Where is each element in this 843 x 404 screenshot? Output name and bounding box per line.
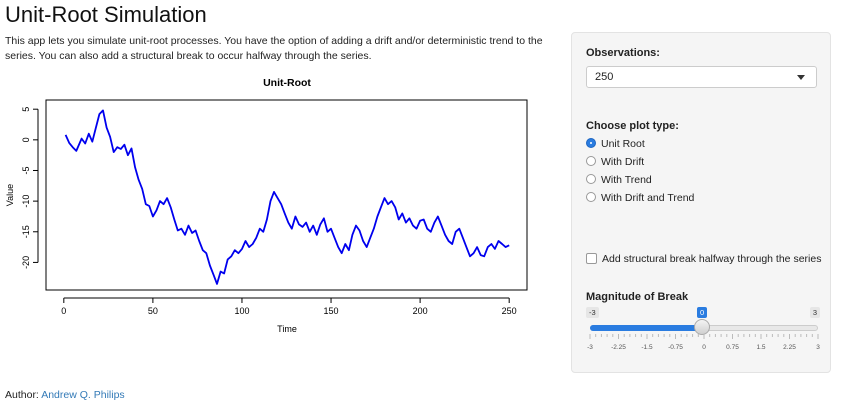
unit-root-plot: Unit-Root 0 50 100 150 200 250 5 0 -5 -10 -15 -20 … [0, 70, 560, 345]
author-label: Author: [5, 389, 39, 401]
slider-tick-label: -1.5 [641, 344, 653, 351]
plot-frame [45, 99, 528, 291]
radio-checked-icon[interactable] [586, 138, 596, 149]
radio-label: With Drift [601, 156, 645, 168]
slider-min-label: -3 [586, 307, 599, 318]
y-tick-label: -5 [21, 166, 31, 174]
slider-fill [590, 325, 702, 331]
plot-type-label: Choose plot type: [586, 120, 679, 132]
x-tick-label: 150 [324, 306, 339, 316]
radio-with-trend[interactable]: With Trend [586, 173, 652, 187]
slider-tick-label: -3 [587, 344, 593, 351]
chevron-down-icon [797, 75, 805, 80]
checkbox-icon[interactable] [586, 252, 597, 264]
observations-select[interactable]: 250 [586, 66, 817, 88]
slider-max-label: 3 [809, 307, 820, 318]
chart-title: Unit-Root [263, 77, 311, 89]
x-axis-label: Time [277, 324, 297, 334]
y-tick-label: -15 [21, 225, 31, 238]
page-title: Unit-Root Simulation [5, 2, 207, 27]
y-axis: 5 0 -5 -10 -15 -20 [21, 107, 39, 269]
radio-unit-root[interactable]: Unit Root [586, 137, 645, 151]
slider-tick-label: 0.75 [726, 344, 739, 351]
radio-label: With Drift and Trend [601, 192, 695, 204]
y-tick-label: -20 [21, 256, 31, 269]
slider-tick-label: 3 [816, 344, 820, 351]
slider-value-label: 0 [697, 307, 708, 318]
x-tick-label: 100 [234, 306, 249, 316]
slider-tick-label: -2.25 [611, 344, 626, 351]
slider-tick-label: 0 [702, 344, 706, 351]
radio-with-drift[interactable]: With Drift [586, 155, 644, 169]
magnitude-slider[interactable]: -3 3 0 -3 -2.25 -1.5 -0.75 0 0.75 1.5 2.25 3 [586, 305, 820, 355]
radio-with-drift-and-trend[interactable]: With Drift and Trend [586, 191, 694, 205]
slider-ticks: -3 -2.25 -1.5 -0.75 0 0.75 1.5 2.25 3 [587, 334, 820, 351]
plot-canvas: Unit-Root 0 50 100 150 200 250 50-5-10-15-20 … [5, 77, 528, 334]
x-axis: 0 50 100 150 200 250 [61, 297, 517, 316]
y-tick-label: 0 [21, 137, 31, 142]
x-tick-label: 0 [61, 306, 66, 316]
slider-tick-label: 1.5 [756, 344, 765, 351]
slider-handle[interactable] [694, 319, 710, 335]
radio-unchecked-icon[interactable] [586, 192, 596, 203]
author-line: Author: Andrew Q. Philips [5, 389, 125, 401]
structural-break-label: Add structural break halfway through the… [602, 253, 822, 265]
y-tick-label: -10 [21, 195, 31, 208]
structural-break-checkbox-row[interactable]: Add structural break halfway through the… [586, 252, 821, 266]
x-tick-label: 250 [502, 306, 517, 316]
slider-tick-label: -0.75 [668, 344, 683, 351]
observations-label: Observations: [586, 47, 660, 59]
x-tick-label: 200 [413, 306, 428, 316]
y-axis-label: Value [5, 184, 15, 206]
x-tick-label: 50 [148, 306, 158, 316]
radio-unchecked-icon[interactable] [586, 174, 596, 185]
author-link[interactable]: Andrew Q. Philips [41, 389, 125, 401]
radio-label: With Trend [601, 174, 652, 186]
observations-value: 250 [595, 71, 614, 83]
sidebar-panel: Observations: 250 Choose plot type: Unit… [571, 32, 831, 373]
radio-label: Unit Root [601, 138, 645, 150]
app-description: This app lets you simulate unit-root pro… [5, 35, 543, 62]
series-line [64, 109, 510, 285]
y-tick-label: 5 [21, 107, 31, 112]
radio-unchecked-icon[interactable] [586, 156, 596, 167]
magnitude-label: Magnitude of Break [586, 291, 689, 303]
slider-tick-label: 2.25 [783, 344, 796, 351]
